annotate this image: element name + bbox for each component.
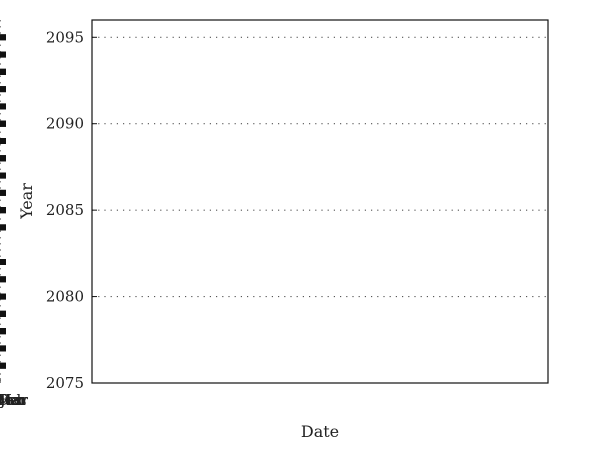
y-tick-label: 2095: [46, 28, 84, 46]
x-tick-label: 31-Mar: [0, 391, 29, 409]
y-tick-label: 2080: [46, 288, 84, 306]
interval-endpoint: [0, 189, 6, 196]
interval-endpoint: [0, 293, 6, 300]
y-axis-label: Year: [17, 183, 36, 220]
interval-endpoint: [0, 172, 6, 179]
x-tick-label: 21-Dec: [0, 391, 27, 409]
y-tick-label: 2090: [46, 115, 84, 133]
x-tick-label: 1-Dec: [0, 391, 22, 409]
interval-endpoint: [0, 138, 6, 144]
segment-layer: [0, 34, 6, 369]
x-tick-label: 10-Jan: [0, 391, 25, 409]
interval-endpoint: [0, 207, 6, 214]
interval-endpoint: [0, 68, 6, 75]
interval-endpoint: [0, 103, 6, 110]
x-tick-label: 11-Mar: [0, 391, 29, 409]
interval-endpoint: [0, 224, 6, 231]
interval-endpoint: [0, 310, 6, 317]
y-tick-label: 2075: [46, 374, 84, 392]
interval-endpoint: [0, 362, 6, 369]
interval-endpoint: [0, 51, 6, 58]
interval-endpoint: [0, 155, 6, 162]
x-tick-label: 19-Feb: [0, 391, 26, 409]
y-tick-label: 2085: [46, 201, 84, 219]
interval-endpoint: [0, 345, 6, 352]
interval-endpoint: [0, 328, 6, 335]
tick-layer: 1-Dec21-Dec10-Jan30-Jan19-Feb11-Mar31-Ma…: [0, 28, 97, 409]
interval-endpoint: [0, 120, 6, 127]
x-tick-label: 30-Jan: [0, 391, 25, 409]
x-axis-label: Date: [301, 422, 339, 441]
interval-endpoint: [0, 276, 6, 283]
interval-endpoint: [0, 34, 6, 41]
plot-frame: [91, 19, 549, 384]
interval-endpoint: [0, 86, 6, 93]
interval-endpoint: [0, 259, 6, 265]
